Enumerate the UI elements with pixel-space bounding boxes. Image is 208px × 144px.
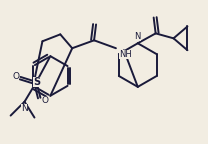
Text: N: N [21, 104, 28, 113]
Text: S: S [33, 77, 40, 87]
Text: O: O [42, 96, 49, 105]
Text: N: N [135, 32, 141, 41]
Text: NH: NH [119, 50, 132, 59]
Text: O: O [12, 72, 19, 82]
